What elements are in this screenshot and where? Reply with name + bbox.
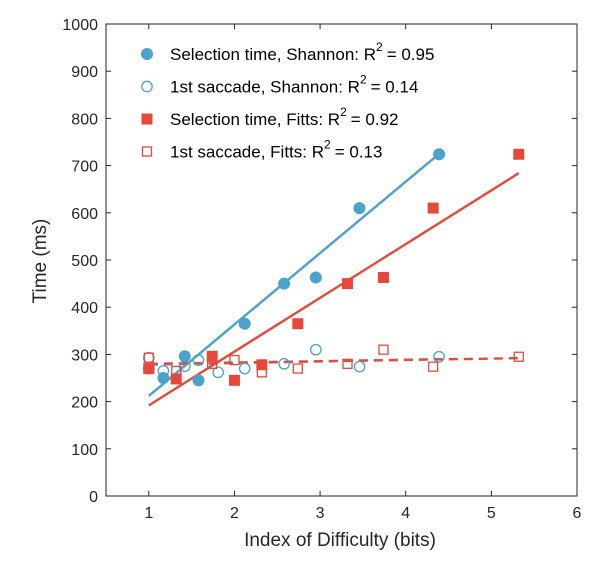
y-axis-label: Time (ms) bbox=[30, 219, 51, 304]
data-point-series-4 bbox=[513, 351, 524, 362]
legend-marker-2 bbox=[141, 80, 153, 93]
legend: Selection time, Shannon: R2 = 0.95 1st sac… bbox=[141, 40, 434, 162]
legend-label-3: Selection time, Fitts: R2 = 0.92 bbox=[170, 105, 399, 129]
data-point-series-3 bbox=[228, 374, 240, 386]
data-point-series-4 bbox=[378, 344, 389, 355]
legend-label-2: 1st saccade, Shannon: R2 = 0.14 bbox=[170, 73, 418, 97]
data-point-series-1 bbox=[309, 271, 322, 284]
data-point-series-4 bbox=[143, 352, 154, 363]
x-tick-label: 1 bbox=[144, 505, 153, 522]
x-tick-label: 5 bbox=[487, 505, 496, 522]
axes: 1 2 3 4 5 6 0 100 200 300 400 500 600 700 800 900 1000 bbox=[62, 17, 581, 522]
y-tick-label: 300 bbox=[71, 347, 98, 364]
data-point-series-2 bbox=[353, 360, 366, 373]
data-point-series-4 bbox=[256, 367, 268, 378]
data-point-series-2 bbox=[192, 354, 205, 366]
y-tick-label: 800 bbox=[71, 111, 98, 128]
y-tick-label: 700 bbox=[71, 159, 98, 176]
legend-marker-1 bbox=[141, 48, 153, 60]
x-tick-label: 3 bbox=[316, 505, 325, 522]
data-point-series-2 bbox=[157, 365, 170, 377]
x-tick-label: 4 bbox=[401, 505, 410, 522]
data-point-series-3 bbox=[377, 271, 389, 283]
data-point-series-3 bbox=[170, 373, 182, 385]
data-point-series-2 bbox=[212, 366, 225, 379]
x-tick-label: 2 bbox=[230, 505, 239, 522]
y-tick-label: 600 bbox=[71, 206, 98, 223]
fit-line-4 bbox=[148, 356, 519, 366]
y-tick-label: 0 bbox=[89, 489, 98, 506]
y-tick-label: 100 bbox=[71, 442, 98, 459]
data-point-series-3 bbox=[341, 278, 353, 290]
data-point-series-3 bbox=[427, 202, 439, 214]
data-point-series-4 bbox=[292, 363, 303, 374]
data-point-series-2 bbox=[278, 357, 290, 370]
fit-line-3 bbox=[148, 172, 520, 407]
data-point-series-2 bbox=[309, 343, 322, 356]
data-point-series-1 bbox=[238, 317, 251, 330]
data-point-series-3 bbox=[513, 148, 525, 160]
y-tick-label: 900 bbox=[71, 64, 98, 81]
data-point-series-3 bbox=[256, 359, 268, 371]
data-point-series-3 bbox=[206, 350, 218, 362]
data-point-series-1 bbox=[178, 350, 191, 363]
fit-lines bbox=[148, 152, 520, 407]
data-point-series-2 bbox=[142, 351, 155, 364]
data-point-series-4 bbox=[342, 358, 353, 369]
legend-marker-3 bbox=[141, 113, 153, 125]
y-tick-label: 500 bbox=[71, 253, 98, 270]
x-tick-label: 6 bbox=[573, 505, 582, 522]
data-point-series-2 bbox=[433, 350, 445, 363]
legend-label-4: 1st saccade, Fitts: R2 = 0.13 bbox=[170, 138, 382, 162]
data-point-series-2 bbox=[238, 362, 251, 375]
y-tick-label: 1000 bbox=[62, 17, 98, 34]
y-tick-label: 400 bbox=[71, 300, 98, 317]
legend-marker-4 bbox=[141, 146, 153, 157]
legend-label-1: Selection time, Shannon: R2 = 0.95 bbox=[170, 40, 434, 64]
data-point-series-3 bbox=[292, 318, 304, 330]
x-axis-label: Index of Difficulty (bits) bbox=[244, 530, 436, 551]
data-point-series-4 bbox=[207, 358, 218, 369]
data-point-series-1 bbox=[192, 374, 205, 387]
data-point-series-4 bbox=[171, 365, 182, 377]
data-point-series-4 bbox=[427, 361, 439, 372]
data-point-series-1 bbox=[278, 277, 291, 290]
data-point-series-3 bbox=[143, 363, 155, 375]
y-tick-label: 200 bbox=[71, 395, 98, 412]
data-point-series-4 bbox=[229, 354, 240, 366]
data-points bbox=[142, 148, 525, 387]
data-point-series-1 bbox=[353, 202, 366, 215]
data-point-series-1 bbox=[433, 148, 446, 161]
